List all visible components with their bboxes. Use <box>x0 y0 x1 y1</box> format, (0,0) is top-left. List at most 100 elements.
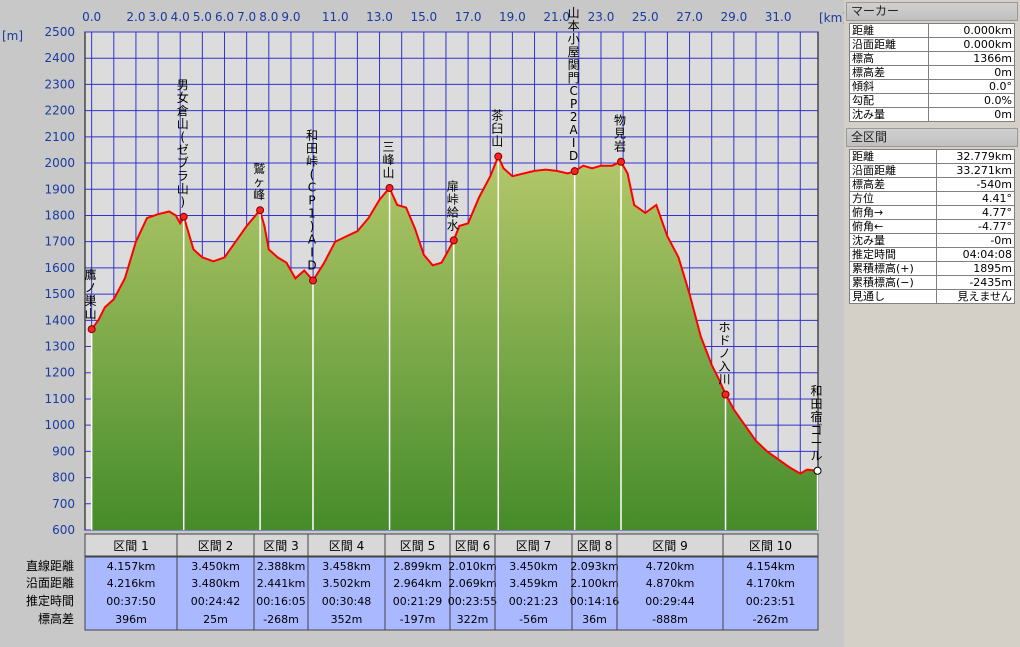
section-cell: 3.459km <box>509 577 558 590</box>
y-tick-label: 2200 <box>44 104 75 118</box>
section-row-label: 直線距離 <box>26 558 74 573</box>
info-row: 方位 4.41° <box>849 191 1016 206</box>
info-row: 俯角→ 4.77° <box>849 205 1016 220</box>
waypoint-label: 扉峠給水 <box>447 179 459 232</box>
profile-fill <box>91 156 818 530</box>
section-cell: 4.154km <box>746 560 795 573</box>
x-axis-ticks: 0.0 2.0 3.0 4.0 5.0 6.0 7.0 8.0 9.0 11.0 13.0 15.0 1… <box>82 10 791 24</box>
info-row: 見通し 見えません <box>849 289 1016 304</box>
info-value: -4.77° <box>935 219 1016 234</box>
y-tick-label: 1000 <box>44 418 75 432</box>
x-tick-label: 8.0 <box>259 10 278 24</box>
section-cell: 4.170km <box>746 577 795 590</box>
waypoint-marker[interactable] <box>494 152 503 161</box>
x-tick-label: 17.0 <box>455 10 482 24</box>
info-value: 0m <box>927 107 1016 122</box>
info-value: -2435m <box>935 275 1016 290</box>
info-row: 傾斜 0.0° <box>849 79 1016 94</box>
waypoint-marker[interactable] <box>308 276 317 285</box>
waypoint-marker[interactable] <box>570 167 579 176</box>
waypoint-poles <box>87 152 822 530</box>
info-row: 累積標高(−) -2435m <box>849 275 1016 290</box>
marker-info-table: 距離 0.000km 沿面距離 0.000km 標高 1366m 標高差 0m 傾斜 0.0° 勾配… <box>849 23 1016 122</box>
section-cell: -197m <box>400 613 436 626</box>
y-tick-label: 2400 <box>44 51 75 65</box>
waypoint-marker[interactable] <box>813 466 822 475</box>
section-header[interactable]: 区間 9 <box>652 539 687 553</box>
info-row: 推定時間 04:04:08 <box>849 247 1016 262</box>
info-value: -540m <box>935 177 1016 192</box>
waypoint-marker[interactable] <box>256 206 265 215</box>
y-tick-label: 2000 <box>44 156 75 170</box>
section-header[interactable]: 区間 4 <box>329 539 364 553</box>
y-tick-label: 1300 <box>44 340 75 354</box>
section-header-bg <box>84 533 819 557</box>
y-tick-label: 700 <box>52 497 75 511</box>
section-cell: 00:37:50 <box>106 595 155 608</box>
section-header[interactable]: 区間 2 <box>198 539 233 553</box>
info-label: 沈み量 <box>849 233 937 248</box>
section-row-label: 沿面距離 <box>26 576 74 590</box>
section-header[interactable]: 区間 6 <box>455 539 490 553</box>
info-row: 沈み量 -0m <box>849 233 1016 248</box>
section-header[interactable]: 区間 1 <box>113 539 148 553</box>
info-label: 沿面距離 <box>849 37 929 52</box>
info-row: 勾配 0.0% <box>849 93 1016 108</box>
waypoint-marker[interactable] <box>449 236 458 245</box>
section-cell: 352m <box>331 613 363 626</box>
info-value: 1895m <box>935 261 1016 276</box>
section-cell: 4.870km <box>646 577 695 590</box>
y-tick-label: 1400 <box>44 313 75 327</box>
x-tick-label: 27.0 <box>676 10 703 24</box>
section-cell: 4.720km <box>646 560 695 573</box>
section-cell: 00:29:44 <box>645 595 694 608</box>
section-header[interactable]: 区間 3 <box>263 539 298 553</box>
section-header[interactable]: 区間 10 <box>749 539 792 553</box>
info-value: 33.271km <box>935 163 1016 178</box>
y-tick-label: 1800 <box>44 208 75 222</box>
info-row: 沈み量 0m <box>849 107 1016 122</box>
section-header[interactable]: 区間 8 <box>577 539 612 553</box>
section-cell: 25m <box>203 613 228 626</box>
info-value: 0.0° <box>927 79 1016 94</box>
info-value: 32.779km <box>935 149 1016 164</box>
section-cell: 2.100km <box>570 577 619 590</box>
section-cell: -268m <box>263 613 299 626</box>
total-info-table: 距離 32.779km 沿面距離 33.271km 標高差 -540m 方位 4.41° 俯角→… <box>849 149 1016 304</box>
section-header[interactable]: 区間 7 <box>516 539 551 553</box>
waypoint-marker[interactable] <box>87 325 96 334</box>
section-row-label: 推定時間 <box>26 593 74 608</box>
section-cell: 00:23:55 <box>448 595 497 608</box>
elevation-profile-chart[interactable]: 0.0 2.0 3.0 4.0 5.0 6.0 7.0 8.0 9.0 11.0 13.0 15.0 1… <box>0 0 844 647</box>
info-label: 累積標高(−) <box>849 275 937 290</box>
info-row: 標高差 -540m <box>849 177 1016 192</box>
y-unit-label: [m] <box>2 29 23 43</box>
x-tick-label: 13.0 <box>366 10 393 24</box>
waypoint-marker[interactable] <box>617 157 626 166</box>
y-tick-label: 1900 <box>44 182 75 196</box>
info-value: 0.000km <box>927 37 1016 52</box>
info-label: 見通し <box>849 289 937 304</box>
y-tick-label: 1100 <box>44 392 75 406</box>
x-tick-label: 29.0 <box>720 10 747 24</box>
x-tick-label: 7.0 <box>237 10 256 24</box>
x-tick-label: 25.0 <box>632 10 659 24</box>
section-cell: 4.157km <box>107 560 156 573</box>
section-cell: -262m <box>753 613 789 626</box>
waypoint-marker[interactable] <box>721 390 730 399</box>
x-unit-label: [km] <box>819 11 844 25</box>
y-tick-label: 1500 <box>44 287 75 301</box>
y-tick-label: 1600 <box>44 261 75 275</box>
y-tick-label: 600 <box>52 523 75 537</box>
section-cell: 2.069km <box>448 577 497 590</box>
section-cell: 4.216km <box>107 577 156 590</box>
info-value: 1366m <box>927 51 1016 66</box>
section-header[interactable]: 区間 5 <box>400 539 435 553</box>
info-value: 0.0% <box>927 93 1016 108</box>
waypoint-marker[interactable] <box>385 183 394 192</box>
waypoint-marker[interactable] <box>179 212 188 221</box>
x-tick-label: 5.0 <box>193 10 212 24</box>
section-cell: 3.450km <box>509 560 558 573</box>
info-value: 4.77° <box>935 205 1016 220</box>
